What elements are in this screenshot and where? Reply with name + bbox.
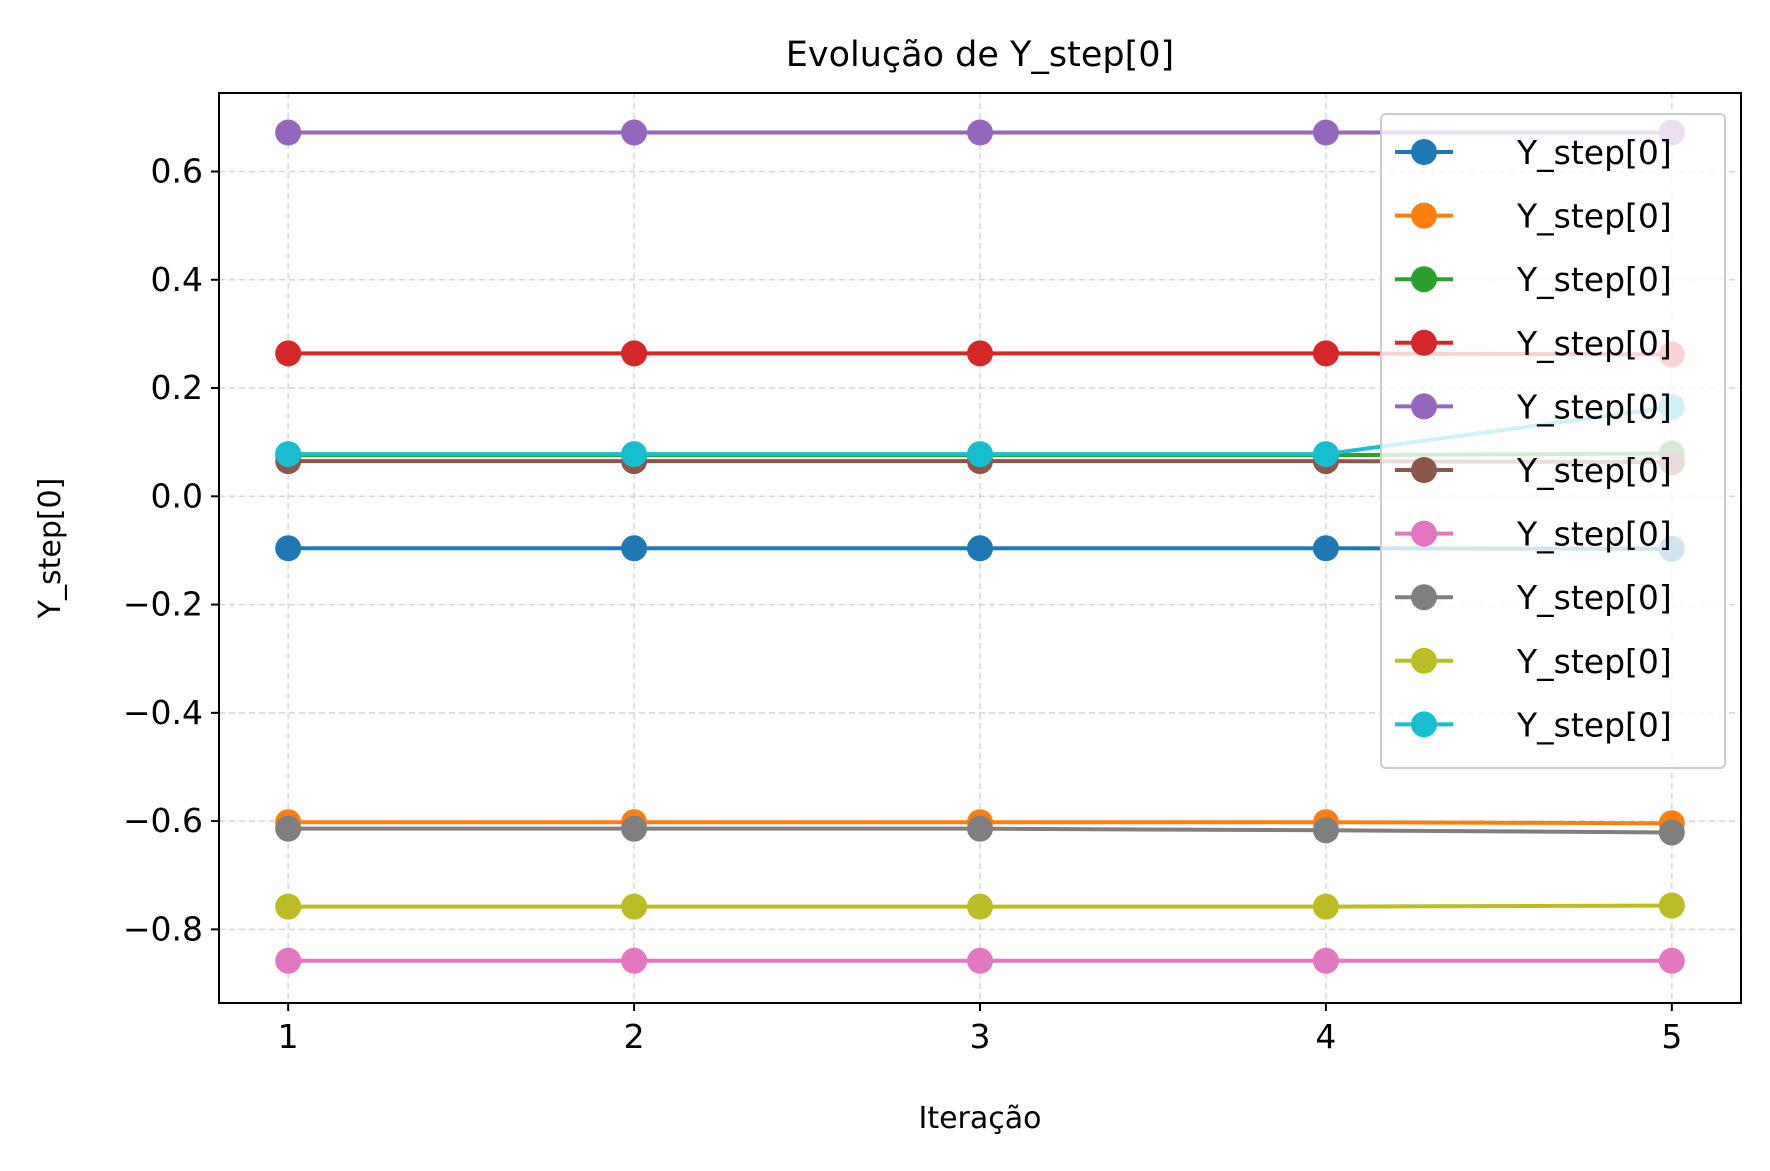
legend-box xyxy=(1380,113,1726,769)
legend-label: Y_step[0] xyxy=(1516,642,1672,681)
data-point xyxy=(967,119,993,146)
data-point xyxy=(1658,819,1685,846)
data-point xyxy=(275,947,302,974)
legend-label: Y_step[0] xyxy=(1516,324,1672,363)
data-point xyxy=(275,893,302,920)
data-point xyxy=(275,441,302,468)
y-tick-label: 0.4 xyxy=(151,260,203,299)
x-tick-label: 3 xyxy=(970,1017,991,1056)
y-tick-label: −0.2 xyxy=(123,585,203,624)
legend-marker xyxy=(1411,202,1437,229)
x-tick-label: 4 xyxy=(1315,1017,1336,1056)
data-point xyxy=(621,815,648,842)
y-tick-label: −0.6 xyxy=(123,801,203,840)
series-7 xyxy=(275,947,1685,974)
legend-marker xyxy=(1411,520,1437,547)
y-tick-label: −0.4 xyxy=(123,693,203,732)
legend-item: Y_step[0] xyxy=(1395,515,1672,554)
legend-item: Y_step[0] xyxy=(1395,260,1672,299)
legend-label: Y_step[0] xyxy=(1516,387,1672,426)
legend-marker xyxy=(1411,139,1437,165)
data-point xyxy=(1658,892,1685,919)
data-point xyxy=(275,535,302,562)
data-point xyxy=(1312,441,1339,468)
legend: Y_step[0] Y_step[0] Y_step[0] Y_step[0] Y_st… xyxy=(1380,113,1726,769)
data-point xyxy=(967,893,993,920)
legend-label: Y_step[0] xyxy=(1516,515,1672,554)
legend-marker xyxy=(1411,457,1437,483)
chart-title: Evolução de Y_step[0] xyxy=(786,35,1174,75)
tick-layer: 1 2 3 4 5 0.6 0.4 0.2 0.0 −0.2 −0.4 −0.6 −0.8 xyxy=(123,151,1682,1056)
legend-item: Y_step[0] xyxy=(1395,387,1672,426)
legend-label: Y_step[0] xyxy=(1516,578,1672,617)
legend-marker xyxy=(1411,329,1437,356)
data-point xyxy=(275,815,302,842)
legend-item: Y_step[0] xyxy=(1395,451,1672,490)
data-point xyxy=(967,815,993,842)
data-point xyxy=(1312,340,1339,367)
data-point xyxy=(1312,817,1339,844)
data-point xyxy=(1658,947,1685,974)
legend-item: Y_step[0] xyxy=(1395,705,1672,744)
legend-marker xyxy=(1411,584,1437,611)
legend-item: Y_step[0] xyxy=(1395,133,1672,172)
data-point xyxy=(621,441,648,468)
x-tick-label: 1 xyxy=(278,1017,299,1056)
data-point xyxy=(621,893,648,920)
y-tick-label: 0.0 xyxy=(151,476,203,515)
data-point xyxy=(1312,119,1339,146)
x-axis-label: Iteração xyxy=(918,1101,1041,1136)
data-point xyxy=(621,947,648,974)
y-axis-label: Y_step[0] xyxy=(33,478,68,620)
data-point xyxy=(967,947,993,974)
legend-label: Y_step[0] xyxy=(1516,705,1672,744)
data-point xyxy=(967,441,993,468)
x-tick-label: 2 xyxy=(624,1017,645,1056)
legend-label: Y_step[0] xyxy=(1516,197,1672,236)
data-point xyxy=(967,535,993,562)
data-point xyxy=(967,340,993,367)
data-point xyxy=(1312,535,1339,562)
legend-item: Y_step[0] xyxy=(1395,197,1672,236)
data-point xyxy=(621,119,648,146)
legend-label: Y_step[0] xyxy=(1516,133,1672,172)
legend-marker xyxy=(1411,647,1437,674)
y-tick-label: −0.8 xyxy=(123,909,203,948)
data-point xyxy=(621,340,648,367)
data-point xyxy=(275,119,302,146)
data-point xyxy=(621,535,648,562)
y-tick-label: 0.2 xyxy=(151,368,203,407)
legend-item: Y_step[0] xyxy=(1395,578,1672,617)
x-tick-label: 5 xyxy=(1661,1017,1682,1056)
data-point xyxy=(275,340,302,367)
legend-label: Y_step[0] xyxy=(1516,260,1672,299)
series-8 xyxy=(275,815,1685,846)
y-tick-label: 0.6 xyxy=(151,151,203,190)
legend-marker xyxy=(1411,266,1437,293)
legend-label: Y_step[0] xyxy=(1516,451,1672,490)
legend-marker xyxy=(1411,711,1437,738)
data-point xyxy=(1312,947,1339,974)
legend-marker xyxy=(1411,393,1437,420)
legend-item: Y_step[0] xyxy=(1395,642,1672,681)
series-9 xyxy=(275,892,1685,920)
data-point xyxy=(1312,893,1339,920)
legend-item: Y_step[0] xyxy=(1395,324,1672,363)
